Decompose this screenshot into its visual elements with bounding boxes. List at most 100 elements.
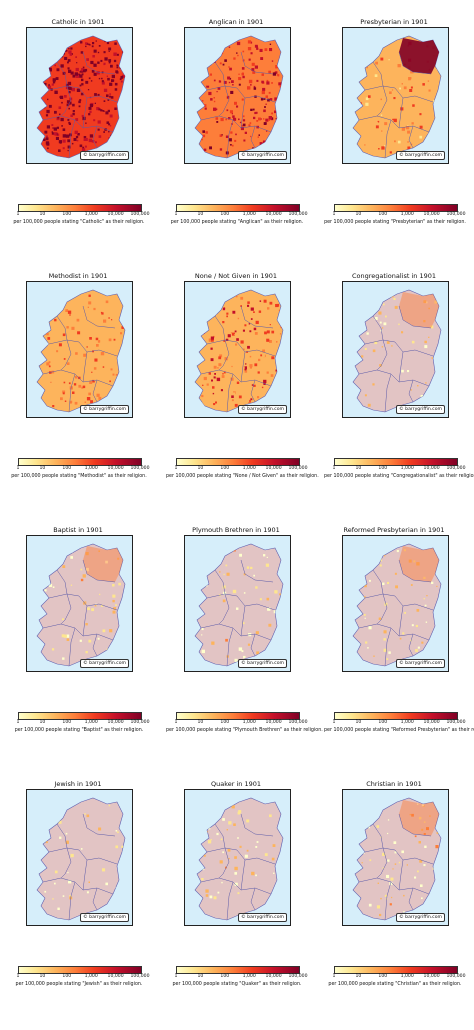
district-speckles <box>43 294 125 409</box>
county-border <box>364 847 434 865</box>
county-border <box>240 351 246 383</box>
county-border <box>218 847 230 879</box>
county-border <box>92 887 98 911</box>
county-border <box>250 125 256 149</box>
ireland-map <box>36 35 126 159</box>
county-border <box>250 633 256 657</box>
county-border <box>42 115 114 133</box>
colorbar-tick-label: 100 <box>62 212 72 217</box>
map-panel: Plymouth Brethren in 1901 © barrygriffin.… <box>166 526 323 776</box>
county-border <box>82 559 116 583</box>
colorbar-ticks: 1 10 100 1,000 10,000 100,000 <box>16 974 150 981</box>
county-border <box>398 97 404 129</box>
colorbar-tick-label: 1,000 <box>84 466 98 471</box>
county-border <box>206 339 276 357</box>
ireland-map <box>36 543 126 667</box>
colorbar-caption: per 100,000 people stating "Catholic" as… <box>13 220 145 225</box>
map-panel: Christian in 1901 © barrygriffin.com 1 10 10… <box>328 780 474 1030</box>
map-frame: © barrygriffin.com <box>184 789 291 926</box>
island-shape <box>352 797 442 921</box>
county-border <box>214 315 226 341</box>
county-border <box>226 627 234 667</box>
map-title: Christian in 1901 <box>366 780 422 788</box>
county-border <box>206 847 276 865</box>
map-panel: Methodist in 1901 © barrygriffin.com 1 10 10… <box>11 272 158 522</box>
colorbar-caption: per 100,000 people stating "Reformed Pre… <box>324 728 474 733</box>
colorbar-tick-label: 1 <box>16 974 20 979</box>
county-border <box>364 593 434 611</box>
ireland-map <box>36 289 126 413</box>
colorbar-caption: per 100,000 people stating "Anglican" as… <box>170 220 304 225</box>
colorbar <box>176 458 300 466</box>
county-border <box>92 125 98 149</box>
colorbar-tick-label: 1 <box>16 720 20 725</box>
credit-label: © barrygriffin.com <box>238 405 287 414</box>
map-panel: None / Not Given in 1901 © barrygriffin.c… <box>166 272 319 522</box>
county-border <box>250 379 256 403</box>
county-border <box>214 569 226 595</box>
county-border <box>358 115 430 133</box>
colorbar-tick-label: 1 <box>174 212 178 217</box>
county-border <box>42 623 114 641</box>
ireland-map <box>194 797 284 921</box>
colorbar-ticks: 1 10 100 1,000 10,000 100,000 <box>175 720 308 727</box>
colorbar-caption: per 100,000 people stating "Methodist" a… <box>11 474 147 479</box>
district-speckles <box>359 548 441 660</box>
colorbar-tick-label: 10,000 <box>107 212 124 217</box>
ireland-map <box>194 543 284 667</box>
county-border <box>82 813 116 837</box>
colorbar-caption: per 100,000 people stating "Jewish" as t… <box>15 982 143 987</box>
colorbar-ticks: 1 10 100 1,000 10,000 100,000 <box>17 466 150 473</box>
colorbar-tick-label: 1,000 <box>242 720 256 725</box>
island-shape <box>36 797 126 921</box>
county-border <box>240 605 246 637</box>
ireland-map <box>36 797 126 921</box>
northeast-region <box>399 292 439 328</box>
map-panel: Congregationalist in 1901 © barrygriffin.… <box>324 272 474 522</box>
colorbar-tick-label: 100 <box>220 974 230 979</box>
county-border <box>48 847 118 865</box>
credit-label: © barrygriffin.com <box>80 913 129 922</box>
county-border <box>200 623 272 641</box>
colorbar-tick-label: 10 <box>355 974 362 979</box>
colorbar-tick-label: 1,000 <box>400 212 414 217</box>
county-border <box>376 339 388 371</box>
map-title: Methodist in 1901 <box>48 272 108 280</box>
colorbar <box>18 204 142 212</box>
colorbar-tick-label: 10 <box>39 466 46 471</box>
county-border <box>206 593 276 611</box>
colorbar-tick-label: 1,000 <box>242 974 256 979</box>
county-border <box>82 97 88 129</box>
colorbar-tick-label: 10,000 <box>107 466 124 471</box>
map-panel: Presbyterian in 1901 © barrygriffin.com 1 1… <box>324 18 474 268</box>
county-border <box>68 881 76 921</box>
county-border <box>372 61 384 87</box>
ireland-map <box>352 797 442 921</box>
map-panel: Jewish in 1901 © barrygriffin.com 1 10 100 1,… <box>16 780 158 1030</box>
colorbar-tick-label: 100 <box>62 974 72 979</box>
colorbar-ticks: 1 10 100 1,000 10,000 100,000 <box>17 212 150 219</box>
map-panel: Quaker in 1901 © barrygriffin.com 1 10 100 1,… <box>172 780 316 1030</box>
colorbar-tick-label: 100 <box>378 974 388 979</box>
credit-label: © barrygriffin.com <box>238 913 287 922</box>
county-border <box>398 559 432 583</box>
county-border <box>398 351 404 383</box>
county-border <box>218 85 230 117</box>
county-border <box>408 887 414 911</box>
colorbar-caption: per 100,000 people stating "Plymouth Bre… <box>166 728 323 733</box>
county-border <box>398 305 432 329</box>
county-border <box>60 593 72 625</box>
county-border <box>56 569 68 595</box>
county-border <box>358 369 430 387</box>
county-border <box>398 51 432 75</box>
colorbar-tick-label: 1,000 <box>400 720 414 725</box>
colorbar <box>334 712 458 720</box>
county-border <box>364 85 434 103</box>
colorbar <box>18 712 142 720</box>
county-border <box>384 627 392 667</box>
ireland-map <box>352 35 442 159</box>
colorbar-tick-label: 1,000 <box>84 212 98 217</box>
county-border <box>60 847 72 879</box>
colorbar-tick-label: 100 <box>220 720 230 725</box>
colorbar-tick-label: 10 <box>355 212 362 217</box>
